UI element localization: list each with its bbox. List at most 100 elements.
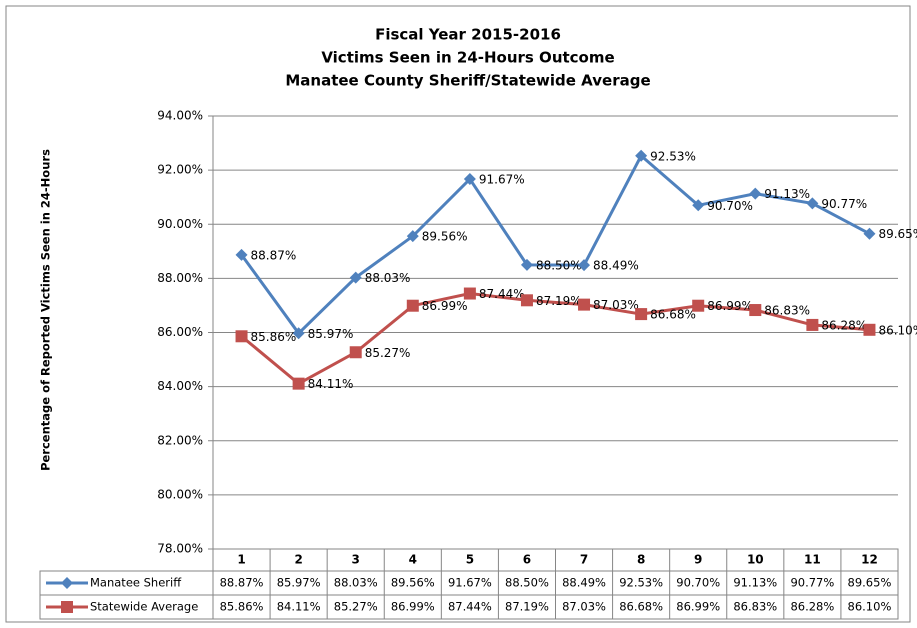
table-cell: 90.77%	[790, 576, 834, 590]
data-label: 88.87%	[251, 248, 297, 262]
table-cell: 91.67%	[448, 576, 492, 590]
data-point	[292, 377, 305, 390]
legend-label: Statewide Average	[90, 600, 198, 614]
x-tick-label: 4	[409, 553, 417, 567]
table-cell: 85.97%	[277, 576, 321, 590]
table-cell: 88.50%	[505, 576, 549, 590]
table-cell: 86.68%	[619, 600, 663, 614]
table-cell: 89.65%	[848, 576, 892, 590]
data-point	[235, 248, 248, 261]
table-cell: 87.03%	[562, 600, 606, 614]
data-label: 86.10%	[878, 323, 917, 337]
x-tick-label: 1	[237, 553, 245, 567]
data-point	[520, 258, 533, 271]
legend-label: Manatee Sheriff	[90, 576, 182, 590]
data-point	[635, 149, 648, 162]
data-point	[749, 187, 762, 200]
y-tick-label: 82.00%	[157, 433, 203, 447]
chart-title: Manatee County Sheriff/Statewide Average	[285, 72, 650, 90]
data-label: 87.19%	[536, 294, 582, 308]
y-tick-label: 80.00%	[157, 487, 203, 501]
data-label: 91.13%	[764, 187, 810, 201]
y-tick-label: 92.00%	[157, 163, 203, 177]
table-cell: 85.27%	[334, 600, 378, 614]
data-point	[235, 330, 248, 343]
data-point	[520, 294, 533, 307]
data-point	[806, 197, 819, 210]
data-point	[292, 327, 305, 340]
data-point	[463, 287, 476, 300]
y-tick-label: 88.00%	[157, 271, 203, 285]
data-label: 89.56%	[422, 230, 468, 244]
y-axis-label: Percentage of Reported Victims Seen in 2…	[39, 149, 53, 471]
table-cell: 87.19%	[505, 600, 549, 614]
table-cell: 91.13%	[733, 576, 777, 590]
x-tick-label: 10	[747, 553, 764, 567]
chart-title: Fiscal Year 2015-2016	[375, 26, 561, 44]
data-point	[578, 298, 591, 311]
data-label: 87.03%	[593, 298, 639, 312]
data-point	[806, 318, 819, 331]
chart-title: Victims Seen in 24-Hours Outcome	[321, 49, 614, 67]
data-label: 88.03%	[365, 271, 411, 285]
table-cell: 86.10%	[848, 600, 892, 614]
data-label: 91.67%	[479, 173, 525, 187]
x-tick-label: 2	[294, 553, 302, 567]
data-label: 86.99%	[422, 299, 468, 313]
table-cell: 88.49%	[562, 576, 606, 590]
data-label: 87.44%	[479, 287, 525, 301]
series-line	[240, 292, 870, 386]
table-cell: 88.03%	[334, 576, 378, 590]
data-label: 85.27%	[365, 346, 411, 360]
data-label: 84.11%	[308, 377, 354, 391]
data-label: 86.28%	[821, 318, 867, 332]
table-cell: 86.99%	[391, 600, 435, 614]
data-label: 90.70%	[707, 199, 753, 213]
data-point	[349, 271, 362, 284]
data-point	[635, 308, 648, 321]
y-tick-label: 84.00%	[157, 379, 203, 393]
table-cell: 92.53%	[619, 576, 663, 590]
table-cell: 85.86%	[220, 600, 264, 614]
table-cell: 87.44%	[448, 600, 492, 614]
table-cell: 86.28%	[790, 600, 834, 614]
data-label: 85.97%	[308, 327, 354, 341]
x-tick-label: 11	[804, 553, 821, 567]
x-tick-label: 6	[523, 553, 531, 567]
table-cell: 84.11%	[277, 600, 321, 614]
x-tick-label: 5	[466, 553, 474, 567]
x-tick-label: 12	[861, 553, 878, 567]
table-cell: 90.70%	[676, 576, 720, 590]
data-label: 88.50%	[536, 258, 582, 272]
legend-marker	[61, 577, 73, 589]
data-label: 86.99%	[707, 299, 753, 313]
data-label: 86.68%	[650, 308, 696, 322]
data-point	[749, 304, 762, 317]
data-label: 90.77%	[821, 197, 867, 211]
data-label: 85.86%	[251, 330, 297, 344]
y-tick-label: 94.00%	[157, 109, 203, 123]
table-cell: 88.87%	[220, 576, 264, 590]
table-cell: 86.99%	[676, 600, 720, 614]
data-label: 92.53%	[650, 149, 696, 163]
data-point	[692, 199, 705, 212]
data-point	[863, 227, 876, 240]
x-tick-label: 3	[352, 553, 360, 567]
data-point	[863, 323, 876, 336]
x-tick-label: 7	[580, 553, 588, 567]
series-line	[240, 153, 871, 336]
table-cell: 86.83%	[733, 600, 777, 614]
y-tick-label: 86.00%	[157, 325, 203, 339]
data-point	[578, 259, 591, 272]
data-label: 86.83%	[764, 304, 810, 318]
data-point	[463, 173, 476, 186]
data-label: 88.49%	[593, 259, 639, 273]
data-point	[406, 230, 419, 243]
data-point	[406, 299, 419, 312]
y-tick-label: 78.00%	[157, 542, 203, 556]
data-point	[692, 299, 705, 312]
y-tick-label: 90.00%	[157, 217, 203, 231]
x-tick-label: 8	[637, 553, 645, 567]
legend-marker	[61, 601, 73, 613]
